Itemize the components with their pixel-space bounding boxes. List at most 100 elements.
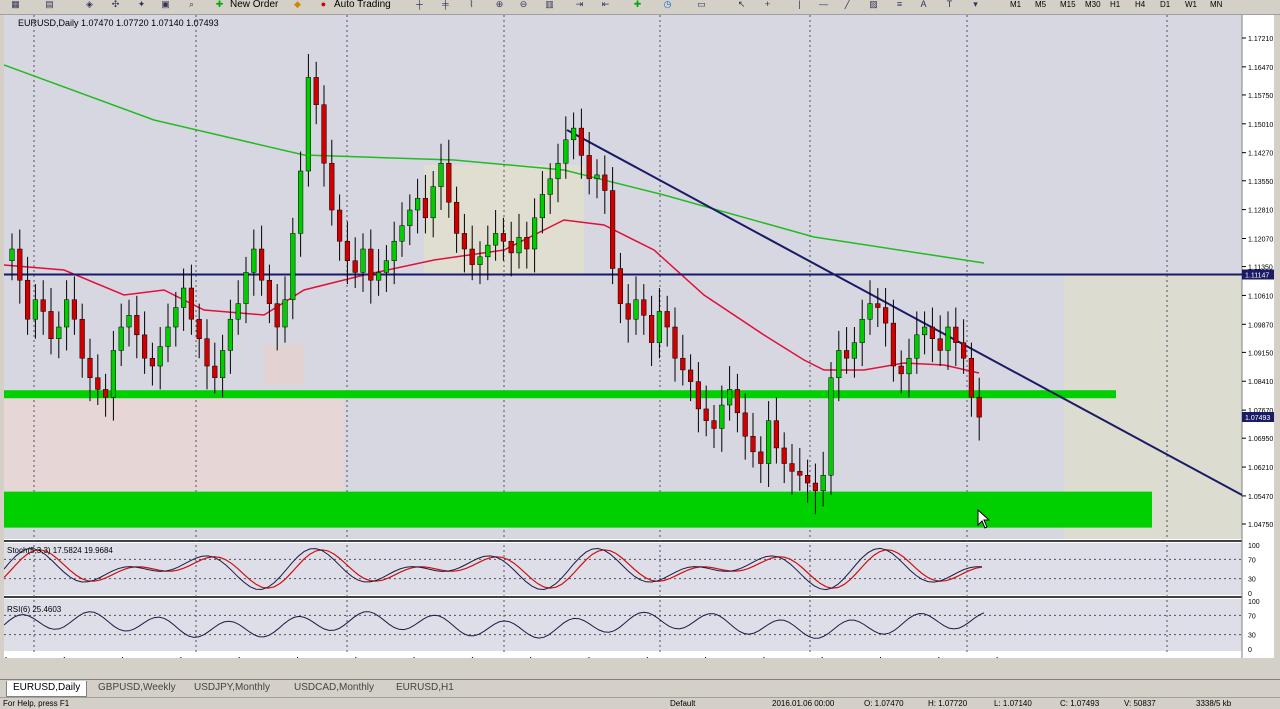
price-tick-label: 1.15010	[1248, 122, 1273, 129]
new-chart-icon[interactable]: ▦	[11, 0, 20, 9]
candle-body	[812, 482, 818, 492]
chart-tab-3[interactable]: USDCAD,Monthly	[294, 682, 375, 693]
timeframe-m1-button[interactable]: M1	[1010, 0, 1022, 9]
candle-body	[48, 311, 54, 339]
new-order-button[interactable]: New Order	[230, 0, 279, 10]
indicators-icon[interactable]: ✚	[633, 0, 642, 9]
timeframe-m5-button[interactable]: M5	[1035, 0, 1047, 9]
status-close: C: 1.07493	[1060, 699, 1100, 708]
profiles-icon[interactable]: ▤	[45, 0, 54, 9]
timeframe-w1-button[interactable]: W1	[1185, 0, 1197, 9]
channel-icon[interactable]: ▨	[869, 0, 878, 9]
text-icon[interactable]: A	[920, 0, 927, 9]
status-high: H: 1.07720	[928, 699, 968, 708]
label-icon[interactable]: T	[946, 0, 953, 9]
candle-body	[672, 326, 678, 359]
zoom-out-icon[interactable]: ⊖	[519, 0, 528, 9]
fast-moving-average	[4, 219, 980, 374]
candle-body	[173, 307, 179, 328]
chart-tab-2[interactable]: USDJPY,Monthly	[194, 682, 270, 693]
arrows-icon[interactable]: ▾	[973, 0, 978, 9]
rsi-tick-label: 100	[1248, 599, 1260, 606]
slow-moving-average	[4, 64, 985, 264]
candle-body	[851, 342, 857, 359]
timeframe-m30-button[interactable]: M30	[1085, 0, 1101, 9]
candle-body	[922, 326, 928, 336]
chart-tab-4[interactable]: EURUSD,H1	[396, 682, 454, 693]
candle-body	[188, 287, 194, 320]
candle-body	[500, 233, 506, 242]
timeframe-d1-button[interactable]: D1	[1160, 0, 1171, 9]
candle-body	[298, 170, 304, 234]
status-open: O: 1.07470	[864, 699, 904, 708]
templates-icon[interactable]: ▭	[697, 0, 706, 9]
candle-body	[64, 299, 70, 328]
candle-body	[469, 248, 475, 265]
tile-windows-icon[interactable]: ▥	[545, 0, 554, 9]
timeframe-h1-button[interactable]: H1	[1110, 0, 1121, 9]
zoom-in-icon[interactable]: ⊕	[495, 0, 504, 9]
candle-body	[321, 104, 327, 164]
cursor-icon[interactable]: ↖	[737, 0, 746, 9]
stoch-tick-label: 70	[1248, 557, 1256, 564]
metaeditor-icon[interactable]: ◆	[294, 0, 301, 9]
downtrend-line	[566, 129, 1243, 496]
stoch-tick-label: 0	[1248, 591, 1252, 598]
new-order-icon[interactable]: ✚	[215, 0, 224, 9]
candle-body	[539, 194, 545, 219]
candle-body	[859, 318, 865, 343]
candle-body	[40, 299, 46, 312]
timeframe-h4-button[interactable]: H4	[1135, 0, 1146, 9]
candle-body	[337, 209, 343, 242]
timeframe-m15-button[interactable]: M15	[1060, 0, 1076, 9]
candle-body	[797, 471, 803, 476]
chart-tab-0[interactable]: EURUSD,Daily	[6, 681, 88, 697]
shaded-region	[264, 345, 304, 385]
candle-body	[9, 248, 15, 261]
autoscroll-icon[interactable]: ⇤	[601, 0, 610, 9]
candle-body	[516, 237, 522, 254]
navigator-icon[interactable]: ✦	[137, 0, 146, 9]
fibonacci-icon[interactable]: ≡	[896, 0, 903, 9]
price-tick-label: 1.17210	[1248, 36, 1273, 43]
candle-body	[79, 318, 85, 359]
candle-body	[95, 377, 101, 390]
candle-body	[703, 408, 709, 421]
trendline-icon[interactable]: ╱	[844, 0, 851, 9]
status-volume: V: 50837	[1124, 699, 1156, 708]
candle-body	[688, 369, 694, 382]
candle-body	[430, 186, 436, 219]
crosshair-icon[interactable]: +	[764, 0, 771, 9]
candle-body	[17, 248, 23, 281]
candle-body	[945, 326, 951, 351]
horizontal-line-icon[interactable]: —	[819, 0, 828, 9]
strategy-tester-icon[interactable]: ⌕	[188, 0, 195, 9]
price-tick-label: 1.12810	[1248, 208, 1273, 215]
chart-canvas[interactable]: 1.17210 1.16470 1.15750 1.15010 1.14270 1.135…	[4, 15, 1274, 658]
auto-trading-button[interactable]: Auto Trading	[334, 0, 391, 10]
candlestick-icon[interactable]: ╪	[442, 0, 449, 9]
vertical-line-icon[interactable]: |	[798, 0, 801, 9]
candle-body	[805, 474, 811, 484]
chart-shift-icon[interactable]: ⇥	[575, 0, 584, 9]
market-watch-icon[interactable]: ◈	[86, 0, 93, 9]
candle-body	[407, 209, 413, 226]
candle-body	[937, 338, 943, 351]
chart-tabs: EURUSD,Daily GBPUSD,Weekly USDJPY,Monthly U…	[0, 679, 1280, 697]
auto-trading-icon[interactable]: ●	[320, 0, 327, 9]
bar-chart-icon[interactable]: ┼	[416, 0, 423, 9]
terminal-icon[interactable]: ▣	[161, 0, 170, 9]
candle-body	[610, 190, 616, 269]
candle-body	[571, 127, 577, 141]
timeframe-mn-button[interactable]: MN	[1210, 0, 1223, 9]
data-window-icon[interactable]: ✣	[111, 0, 120, 9]
chart-window[interactable]: 1.17210 1.16470 1.15750 1.15010 1.14270 1.135…	[4, 15, 1274, 658]
candle-body	[32, 299, 38, 320]
line-chart-icon[interactable]: ⌇	[469, 0, 474, 9]
candle-body	[134, 315, 140, 336]
chart-tab-1[interactable]: GBPUSD,Weekly	[98, 682, 176, 693]
periods-icon[interactable]: ◷	[663, 0, 672, 9]
candle-body	[485, 244, 491, 258]
candle-body	[25, 279, 31, 320]
rsi-line	[4, 611, 985, 639]
